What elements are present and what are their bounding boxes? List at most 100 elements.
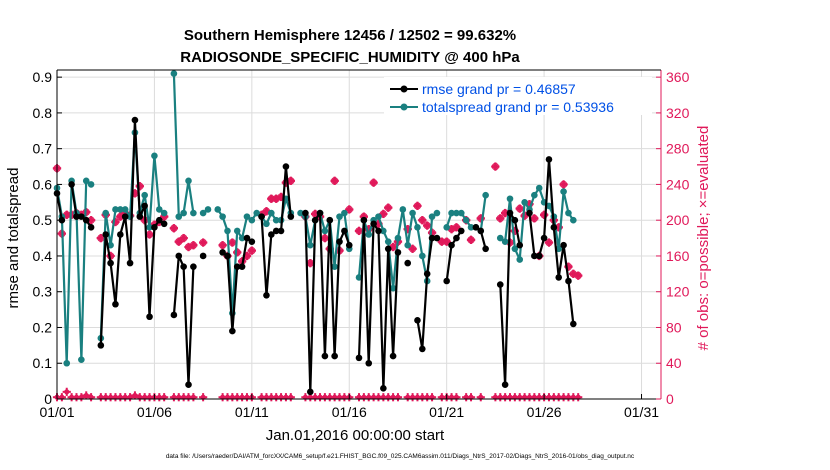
obs-evaluated-point bbox=[228, 238, 237, 247]
rmse-point bbox=[87, 224, 95, 231]
obs-evaluated-point bbox=[515, 204, 524, 213]
totalspread-point bbox=[375, 213, 382, 220]
obs-evaluated-point bbox=[199, 238, 208, 247]
rmse-point bbox=[545, 156, 553, 163]
obs-evaluated-point bbox=[384, 203, 393, 212]
totalspread-point bbox=[233, 227, 241, 235]
obs-evaluated-point bbox=[530, 214, 539, 223]
rmse-point bbox=[229, 327, 236, 335]
rmse-point bbox=[78, 213, 85, 220]
totalspread-point bbox=[409, 209, 416, 217]
obs-evaluated-point bbox=[189, 241, 198, 250]
obs-evaluated-point bbox=[369, 178, 378, 187]
y-tick-label-right: 200 bbox=[666, 212, 690, 228]
totalspread-point bbox=[428, 213, 436, 220]
obs-evaluated-point bbox=[408, 244, 417, 253]
obs-evaluated-point bbox=[179, 233, 188, 243]
y-tick-label-right: 360 bbox=[666, 69, 690, 85]
totalspread-point bbox=[433, 209, 441, 217]
rmse-point bbox=[121, 213, 129, 220]
rmse-point bbox=[175, 252, 183, 260]
totalspread-point bbox=[389, 284, 397, 292]
totalspread-point bbox=[516, 256, 524, 263]
obs-low-point bbox=[62, 387, 71, 396]
totalspread-point bbox=[112, 206, 119, 213]
rmse-point bbox=[219, 249, 226, 256]
totalspread-point bbox=[365, 231, 373, 238]
rmse-point bbox=[331, 352, 338, 360]
totalspread-point bbox=[394, 234, 402, 242]
rmse-point bbox=[306, 388, 314, 396]
totalspread-point bbox=[78, 356, 85, 363]
totalspread-point bbox=[199, 209, 207, 217]
totalspread-point bbox=[545, 202, 553, 210]
chart-title: Southern Hemisphere 12456 / 12502 = 99.6… bbox=[184, 27, 516, 44]
rmse-point bbox=[126, 259, 134, 267]
rmse-point bbox=[560, 241, 567, 249]
obs-evaluated-point bbox=[330, 176, 339, 185]
y-tick-label-right: 0 bbox=[666, 391, 674, 407]
rmse-point bbox=[233, 263, 241, 270]
obs-evaluated-point bbox=[452, 223, 461, 232]
rmse-point bbox=[453, 234, 460, 242]
totalspread-point bbox=[160, 209, 168, 217]
obs-evaluated-point bbox=[496, 214, 505, 223]
rmse-point bbox=[160, 220, 168, 228]
obs-evaluated-point bbox=[413, 201, 422, 210]
obs-evaluated-point bbox=[544, 238, 554, 247]
legend-rmse-marker bbox=[400, 85, 408, 93]
rmse-series bbox=[53, 116, 577, 396]
y-tick-label-right: 120 bbox=[666, 284, 690, 300]
totalspread-point bbox=[87, 181, 95, 188]
chart-subtitle: RADIOSONDE_SPECIFIC_HUMIDITY @ 400 hPa bbox=[180, 49, 520, 66]
rmse-point bbox=[151, 224, 158, 231]
rmse-point bbox=[404, 259, 412, 267]
totalspread-point bbox=[448, 209, 455, 217]
rmse-line bbox=[445, 230, 463, 282]
obs-evaluated-point bbox=[442, 237, 451, 246]
obs-evaluated-point bbox=[491, 162, 500, 171]
rmse-point bbox=[570, 320, 577, 328]
rmse-point bbox=[531, 252, 538, 260]
totalspread-point bbox=[506, 195, 514, 203]
rmse-point bbox=[472, 224, 480, 231]
rmse-point bbox=[550, 224, 558, 231]
rmse-point bbox=[384, 245, 392, 253]
rmse-point bbox=[355, 354, 363, 362]
y-tick-label-left: 0.9 bbox=[33, 69, 53, 85]
rmse-point bbox=[311, 216, 319, 224]
rmse-point bbox=[448, 241, 455, 249]
totalspread-point bbox=[102, 209, 110, 217]
obs-evaluated-point bbox=[145, 230, 154, 239]
rmse-point bbox=[238, 263, 246, 270]
obs-low-point bbox=[427, 393, 437, 402]
obs-evaluated-point bbox=[96, 233, 105, 243]
rmse-point bbox=[375, 227, 382, 235]
rmse-point bbox=[97, 342, 105, 349]
totalspread-point bbox=[453, 209, 460, 217]
totalspread-point bbox=[404, 241, 412, 249]
rmse-point bbox=[190, 263, 197, 270]
totalspread-point bbox=[521, 199, 528, 206]
rmse-point bbox=[272, 227, 280, 235]
totalspread-point bbox=[457, 209, 465, 217]
y-tick-label-left: 0.2 bbox=[33, 319, 53, 335]
totalspread-point bbox=[306, 241, 314, 249]
totalspread-point bbox=[331, 263, 338, 270]
legend-rmse: rmse grand pr = 0.46857 bbox=[422, 81, 576, 97]
rmse-point bbox=[496, 281, 504, 288]
totalspread-point bbox=[501, 238, 509, 245]
totalspread-point bbox=[482, 191, 489, 199]
totalspread-point bbox=[321, 227, 329, 235]
rmse-point bbox=[394, 249, 402, 256]
rmse-point bbox=[68, 181, 75, 188]
totalspread-point bbox=[155, 206, 163, 213]
totalspread-point bbox=[204, 206, 212, 213]
obs-evaluated-point bbox=[345, 205, 354, 214]
rmse-point bbox=[360, 216, 368, 224]
rmse-point bbox=[199, 252, 207, 260]
totalspread-point bbox=[117, 206, 124, 213]
totalspread-point bbox=[185, 177, 192, 185]
totalspread-point bbox=[121, 206, 129, 213]
